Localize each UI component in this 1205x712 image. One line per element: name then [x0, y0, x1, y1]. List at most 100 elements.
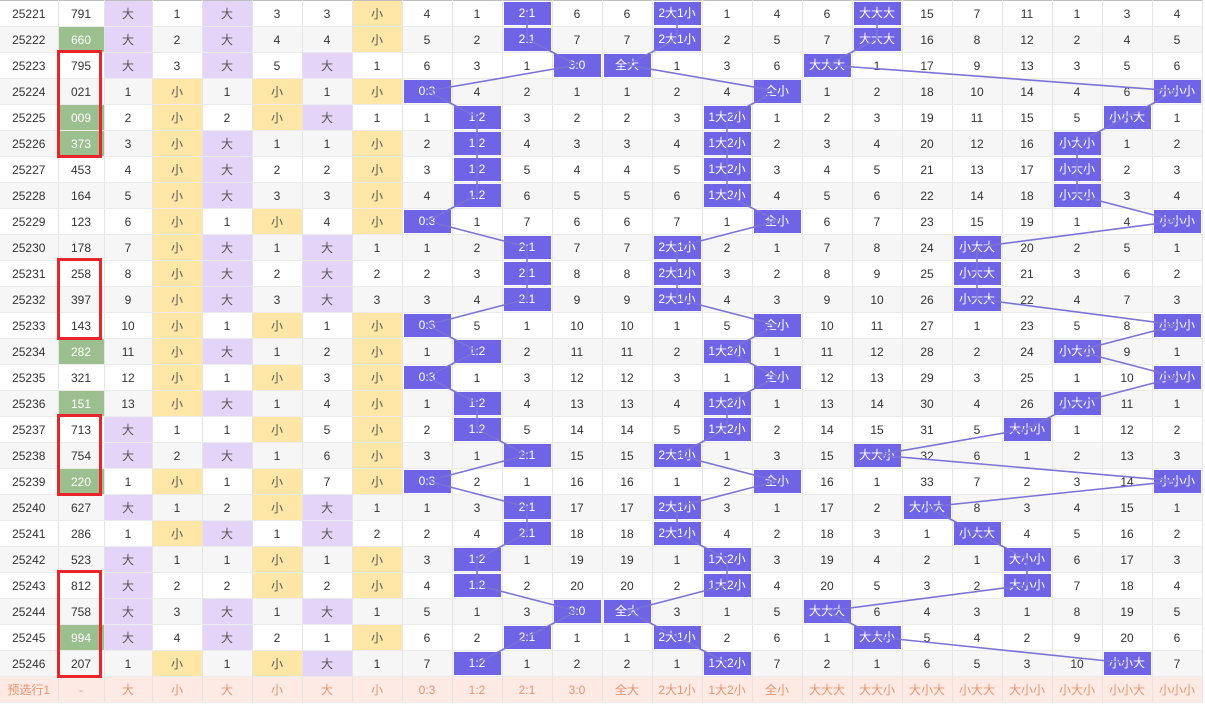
- size-cell: 3: [152, 598, 203, 625]
- preselect-option[interactable]: 2大1小: [652, 676, 703, 703]
- hit-label: 小大大: [953, 522, 1001, 545]
- size-cell: 1: [352, 598, 403, 625]
- miss-count-cell: 2: [1052, 26, 1103, 53]
- miss-count-cell: 5: [1102, 234, 1153, 261]
- size-cell: 小: [252, 494, 303, 521]
- size-cell: 1: [252, 598, 303, 625]
- size-cell: 小: [152, 390, 203, 417]
- table-row: 25232 397 9 小大 3 大 3 3 4 2:1 9 9 2大1小 4 3 9 10 26 小大大 22 4 7 3: [0, 286, 1203, 313]
- miss-count-cell: 8: [601, 260, 653, 287]
- miss-count-cell: 2: [1102, 156, 1153, 183]
- table-row: 25235 321 12 小 1 小 3 小 0:3 1 3 12 12 3 1 全小 12 13 29 3 25 1 10…: [0, 364, 1203, 391]
- hit-cell: 全小: [752, 468, 803, 495]
- preselect-option[interactable]: 小大大: [952, 676, 1003, 703]
- size-cell: 4: [302, 208, 353, 235]
- hit-cell: 小大小: [1052, 390, 1103, 417]
- miss-count-cell: 10: [852, 286, 903, 313]
- miss-count-cell: 1: [1052, 208, 1103, 235]
- miss-count-cell: 7: [1052, 572, 1103, 599]
- hit-cell: 小小小: [1152, 78, 1203, 105]
- size-cell: 小: [152, 130, 203, 157]
- preselect-option[interactable]: 大: [202, 676, 253, 703]
- miss-count-cell: 7: [952, 0, 1003, 27]
- table-row: 25221 791 大 1 大 3 3 小 4 1 2:1 6 6 2大1小 1 4 6 大大大 15 7 11 1 3 4: [0, 0, 1203, 27]
- size-cell: 大: [302, 234, 353, 261]
- preselect-option[interactable]: 全大: [601, 676, 653, 703]
- table-row: 25246 207 1 小 1 小大 1 7 1:2 1 2 2 1 1大2小 7 2 1 6 5 3 10 小小大 7: [0, 650, 1203, 677]
- hit-cell: 小大大: [952, 260, 1003, 287]
- preselect-option[interactable]: 大大大: [801, 676, 853, 703]
- preselect-option[interactable]: 1大2小: [702, 676, 753, 703]
- miss-count-cell: 2: [752, 520, 803, 547]
- hit-label: 2:1: [503, 496, 551, 519]
- hit-cell: 2大1小: [652, 286, 703, 313]
- preselect-option[interactable]: 大小大: [902, 676, 953, 703]
- preselect-option[interactable]: 小小小: [1152, 676, 1203, 703]
- miss-count-cell: 27: [902, 312, 953, 339]
- preselect-row[interactable]: 预选行1- 大小大小大小 0:3 1:2 2:1 3:0 全大 2大1小 1大2小 全小 大大大 大大…: [0, 676, 1203, 703]
- miss-count-cell: 4: [702, 520, 753, 547]
- hit-label: 大小小: [1003, 418, 1051, 441]
- hit-label: 0:3: [403, 366, 451, 389]
- preselect-option[interactable]: 小小大: [1102, 676, 1153, 703]
- size-cell: 4: [104, 156, 153, 183]
- preselect-option[interactable]: 小: [152, 676, 203, 703]
- miss-count-cell: 8: [552, 260, 603, 287]
- miss-count-cell: 2: [1152, 130, 1203, 157]
- preselect-option[interactable]: 大: [302, 676, 353, 703]
- hit-label: 2:1: [503, 288, 551, 311]
- miss-count-cell: 3: [1102, 0, 1153, 27]
- miss-count-cell: 7: [801, 234, 853, 261]
- preselect-option[interactable]: 小: [252, 676, 303, 703]
- draw-number: 282: [58, 338, 105, 365]
- preselect-option[interactable]: 3:0: [552, 676, 603, 703]
- size-cell: 大: [104, 52, 153, 79]
- size-cell: 小: [352, 442, 403, 469]
- preselect-option[interactable]: 小大小: [1052, 676, 1103, 703]
- miss-count-cell: 5: [1102, 52, 1153, 79]
- miss-count-cell: 15: [952, 208, 1003, 235]
- size-cell: 3: [252, 0, 303, 27]
- size-cell: 大: [202, 156, 253, 183]
- miss-count-cell: 1: [852, 468, 903, 495]
- hit-cell: 小大小: [1052, 182, 1103, 209]
- miss-count-cell: 5: [801, 182, 853, 209]
- preselect-option[interactable]: 小: [352, 676, 403, 703]
- miss-count-cell: 11: [601, 338, 653, 365]
- table-row: 25231 258 8 小大 2 大 2 2 3 2:1 8 8 2大1小 3 2 8 9 25 小大大 21 3 6 2: [0, 260, 1203, 287]
- table-row: 25236 151 13 小大 1 4 小 1 1:2 4 13 13 4 1大2小 1 13 14 30 4 26 小…: [0, 390, 1203, 417]
- miss-count-cell: 1: [652, 468, 703, 495]
- hit-cell: 小大大: [952, 520, 1003, 547]
- miss-count-cell: 1: [452, 442, 503, 469]
- preselect-option[interactable]: 2:1: [502, 676, 553, 703]
- miss-count-cell: 3: [1002, 494, 1053, 521]
- preselect-option[interactable]: 全小: [752, 676, 803, 703]
- size-cell: 大: [202, 234, 253, 261]
- hit-cell: 0:3: [401, 312, 453, 339]
- hit-label: 2大1小: [653, 28, 701, 51]
- draw-number: 397: [58, 286, 105, 313]
- preselect-option[interactable]: 大: [104, 676, 153, 703]
- size-cell: 1: [302, 78, 353, 105]
- preselect-option[interactable]: 大大小: [852, 676, 903, 703]
- preselect-option[interactable]: 0:3: [401, 676, 453, 703]
- size-cell: 小: [152, 650, 203, 677]
- size-cell: 大: [202, 442, 253, 469]
- hit-cell: 2:1: [502, 234, 553, 261]
- miss-count-cell: 4: [401, 572, 453, 599]
- preselect-option[interactable]: 1:2: [452, 676, 503, 703]
- draw-number: 258: [58, 260, 105, 287]
- size-cell: 2: [152, 26, 203, 53]
- size-cell: 1: [152, 494, 203, 521]
- size-cell: 小: [152, 468, 203, 495]
- size-cell: 1: [352, 52, 403, 79]
- hit-label: 小小小: [1153, 210, 1201, 233]
- size-cell: 小: [352, 208, 403, 235]
- preselect-option[interactable]: 大小小: [1002, 676, 1053, 703]
- size-cell: 4: [302, 390, 353, 417]
- size-cell: 大: [302, 286, 353, 313]
- size-cell: 小: [252, 572, 303, 599]
- miss-count-cell: 4: [902, 598, 953, 625]
- miss-count-cell: 22: [902, 182, 953, 209]
- hit-cell: 大大大: [801, 52, 853, 79]
